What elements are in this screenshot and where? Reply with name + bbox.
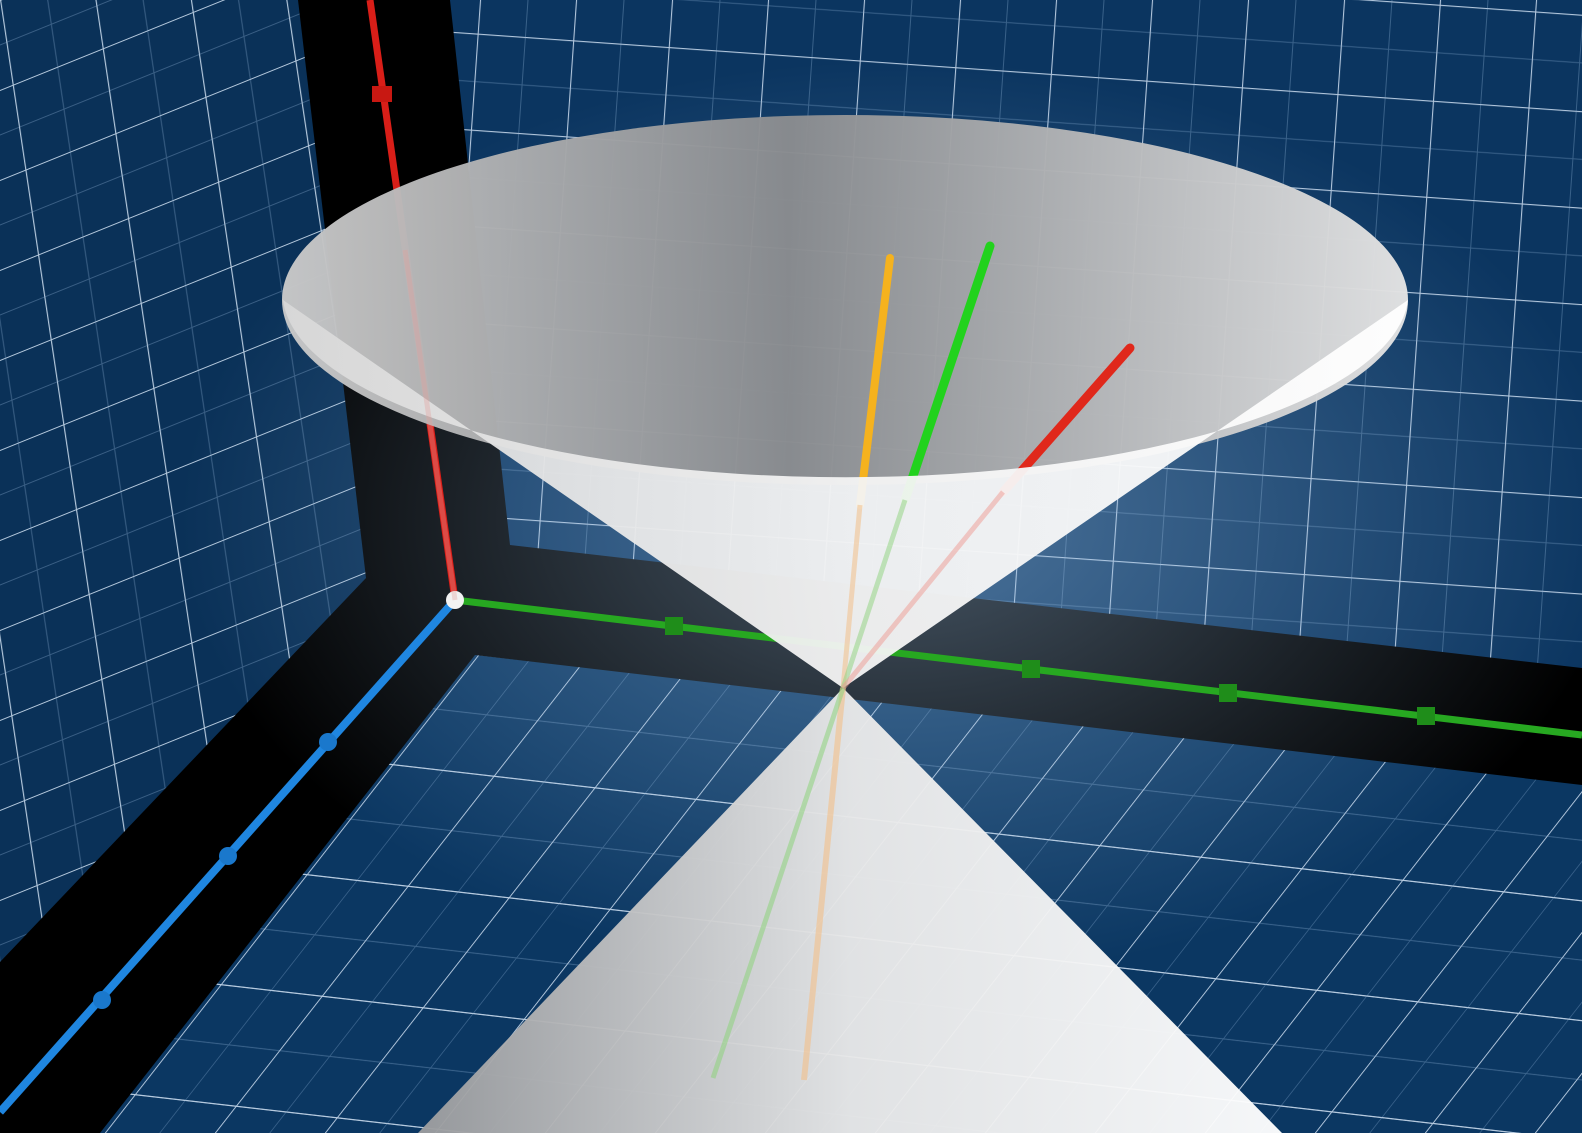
- y-axis-green: [454, 596, 1582, 739]
- axis-tick: [372, 86, 392, 102]
- axis-tick: [93, 991, 111, 1009]
- rod-shadow: [801, 687, 846, 1081]
- rod-inside: [841, 490, 1005, 690]
- axis-tick: [1022, 660, 1040, 678]
- upper-cone-front: [283, 300, 1408, 688]
- axis-tick: [319, 733, 337, 751]
- origin: [446, 591, 464, 609]
- axis-tick: [1417, 707, 1435, 725]
- axis-tick: [219, 847, 237, 865]
- rod-yellow: [856, 254, 894, 509]
- lower-cone: [418, 688, 1282, 1133]
- rod-inside: [840, 499, 908, 689]
- axis-tick: [1219, 684, 1237, 702]
- rod-inside: [840, 504, 863, 689]
- rod-green: [900, 241, 995, 505]
- cone-interior: [282, 115, 1408, 485]
- rod-shadow: [710, 687, 846, 1079]
- axis-through-cone: [402, 249, 458, 601]
- axis-tick: [665, 617, 683, 635]
